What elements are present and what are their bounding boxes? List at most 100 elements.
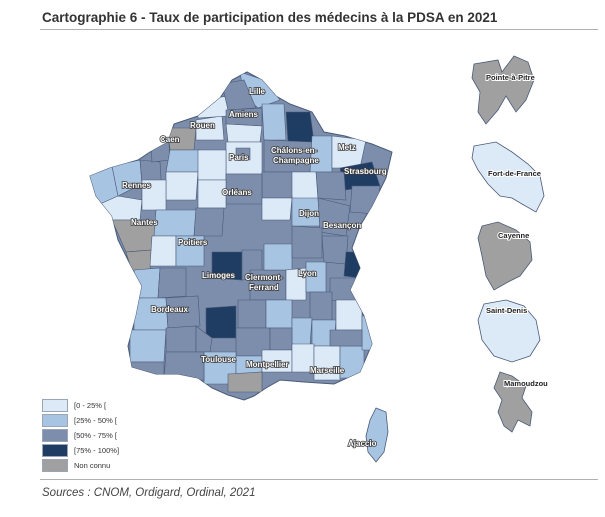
city-label-rouen: Rouen [190,121,215,130]
region-haute-marne [289,171,319,201]
city-label-lyon: Lyon [298,269,317,278]
region-deux-sevres [149,235,177,267]
region-aube [261,171,293,199]
region-ardennes [285,111,315,143]
region-yonne [261,197,293,221]
city-label-marseille: Marseille [310,366,345,375]
legend-label: [25% - 50% [ [74,416,117,425]
region-gers [163,351,205,381]
legend-swatch [42,459,68,472]
legend-swatch [42,414,68,427]
city-label-clermont-2: Ferrand [249,283,279,292]
city-label-nantes: Nantes [131,218,158,227]
region-aisne [261,103,287,141]
legend-label: [0 - 25% [ [74,401,107,410]
guadeloupe-shape [471,55,535,125]
city-label-toulouse: Toulouse [201,355,237,364]
region-moselle [331,135,367,169]
region-indre-loire [193,207,225,237]
city-label-rennes: Rennes [122,181,151,190]
city-label-lille: Lille [249,87,266,96]
region-allier [263,243,293,271]
city-label-dijon: Dijon [299,209,319,218]
overseas-label-reunion: Saint-Denis [486,306,527,315]
martinique-shape [471,141,545,213]
region-paris [235,147,251,161]
city-label-chalons-1: Châlons-en- [271,146,318,155]
region-charente [157,267,187,299]
city-labels: Lille Amiens Rouen Caen Paris Châlons-en… [121,86,387,449]
region-correze [205,305,237,339]
region-gironde [133,297,169,331]
footer-divider [40,479,598,480]
city-label-paris: Paris [229,153,249,162]
source-note: Sources : CNOM, Ordigard, Ordinal, 2021 [42,487,256,499]
region-cantal [237,299,267,329]
legend-label: Non connu [74,461,111,470]
region-eure-loir [197,149,227,181]
region-lozere [269,327,293,351]
legend-item-75-100: [75% - 100%] [42,443,119,458]
city-label-metz: Metz [338,143,356,152]
city-label-montpellier: Montpellier [246,360,289,369]
legend-label: [75% - 100%] [74,446,120,455]
region-vosges [315,171,347,201]
overseas-territories: Pointe-à-Pitre Fort-de-France Cayenne Sa… [471,55,549,433]
city-label-limoges: Limoges [202,271,235,280]
city-label-clermont-1: Clermont- [245,273,283,282]
region-charente-mar [133,267,161,299]
map-title: Cartographie 6 - Taux de participation d… [42,10,498,25]
city-label-amiens: Amiens [229,110,258,119]
region-oise [225,123,263,143]
region-lot-garonne [165,325,197,353]
overseas-label-guyane: Cayenne [498,231,529,240]
city-label-caen: Caen [160,135,180,144]
region-orne [165,149,201,173]
region-manche [149,127,171,163]
region-haute-loire [265,299,293,329]
region-loir-cher [197,179,227,209]
overseas-label-guadeloupe: Pointe-à-Pitre [486,73,535,82]
mainland-france [89,71,393,463]
legend-swatch [42,399,68,412]
legend-label: [50% - 75% [ [74,431,117,440]
reunion-shape [477,299,541,363]
city-label-strasbourg: Strasbourg [344,167,387,176]
city-label-bordeaux: Bordeaux [151,305,188,314]
city-label-ajaccio: Ajaccio [348,439,377,448]
mayotte-shape [493,371,533,433]
legend-item-50-75: [50% - 75% [ [42,428,119,443]
region-ardeche [291,317,313,347]
region-loire [285,267,307,301]
map-legend: [0 - 25% [ [25% - 50% [ [50% - 75% [ [75… [42,398,119,473]
overseas-label-martinique: Fort-de-France [488,169,541,178]
legend-swatch [42,444,68,457]
legend-item-unknown: Non connu [42,458,119,473]
region-pas-calais [221,79,257,111]
region-maine-loire [153,209,197,237]
legend-item-0-25: [0 - 25% [ [42,398,119,413]
city-label-orleans: Orléans [222,188,252,197]
region-landes [129,329,167,363]
city-label-poitiers: Poitiers [178,238,208,247]
region-saone-loire [291,225,323,259]
region-dordogne [165,295,201,329]
region-pyr-atl [127,361,165,383]
region-haute-savoie [343,251,365,279]
region-eure [195,115,225,141]
overseas-label-mayotte: Mamoudzou [504,379,548,388]
region-isere [309,291,333,321]
corsica [365,407,389,463]
region-aude [227,371,263,393]
city-label-chalons-2: Champagne [273,156,319,165]
region-vaucluse [329,329,363,347]
guyane-shape [477,221,533,291]
region-ain [321,235,349,265]
region-vienne [175,235,205,267]
title-divider [40,29,598,30]
region-savoie [329,277,357,303]
legend-swatch [42,429,68,442]
region-sarthe [165,171,199,201]
city-label-besancon: Besançon [323,221,361,230]
